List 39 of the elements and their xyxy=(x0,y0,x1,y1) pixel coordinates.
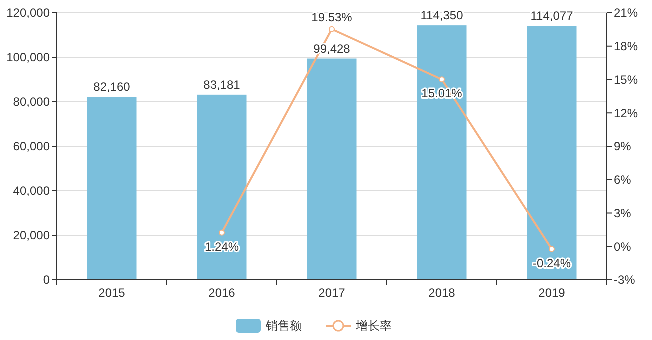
y-tick-label: 0 xyxy=(43,273,50,288)
point xyxy=(549,246,555,252)
x-tick-label: 2015 xyxy=(98,286,126,300)
y2-tick-label: 12% xyxy=(614,106,638,120)
data-label: 19.53% xyxy=(312,10,353,24)
y2-tick-label: 3% xyxy=(614,206,632,220)
data-label: 114,077 xyxy=(530,9,574,24)
point xyxy=(329,26,335,32)
y2-tick-label: 9% xyxy=(614,140,632,154)
y-tick-label: 60,000 xyxy=(13,140,50,154)
data-label: -0.24% xyxy=(532,256,572,270)
point xyxy=(439,76,445,83)
data-label: 82,160 xyxy=(94,80,131,94)
y2-tick-label: -3% xyxy=(614,273,636,288)
bar xyxy=(527,26,577,280)
x-tick-label: 2019 xyxy=(538,286,566,300)
x-tick-label: 2017 xyxy=(318,286,346,300)
point xyxy=(219,230,225,236)
x-tick-label: 2018 xyxy=(428,286,456,300)
x-tick-label: 2016 xyxy=(208,286,236,300)
y-tick-label: 80,000 xyxy=(13,95,50,110)
bar xyxy=(197,94,247,280)
y2-tick-label: 21% xyxy=(614,6,638,20)
bar xyxy=(87,97,137,280)
y2-tick-label: 18% xyxy=(614,40,638,54)
data-label: 83,181 xyxy=(204,78,241,92)
data-label: 114,350 xyxy=(420,8,464,23)
y2-tick-label: 6% xyxy=(614,173,632,188)
legend-label: 销售额 xyxy=(265,319,302,334)
data-label: 1.24% xyxy=(204,240,240,254)
y2-tick-label: 15% xyxy=(614,72,638,87)
y-tick-label: 40,000 xyxy=(13,184,50,198)
bar xyxy=(417,26,467,280)
y-tick-label: 100,000 xyxy=(6,50,50,65)
y-tick-label: 20,000 xyxy=(13,228,50,243)
legend-label: 增长率 xyxy=(355,319,392,334)
y-tick-label: 120,000 xyxy=(6,6,50,20)
y2-tick-label: 0% xyxy=(614,240,632,254)
bar xyxy=(307,58,357,280)
